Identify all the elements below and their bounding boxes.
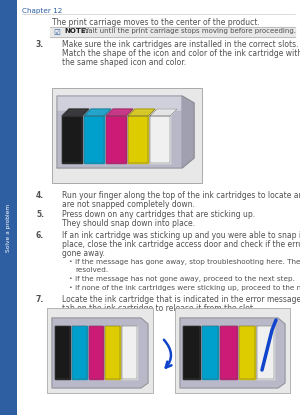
Bar (52, 88, 202, 183)
Bar (0, 0, 17, 415)
Polygon shape (180, 318, 285, 388)
Text: Chapter 12: Chapter 12 (22, 8, 62, 14)
Polygon shape (150, 116, 170, 163)
Polygon shape (150, 109, 177, 116)
Polygon shape (55, 326, 70, 379)
Text: 7.: 7. (36, 295, 44, 304)
Text: gone away.: gone away. (62, 249, 105, 258)
Polygon shape (220, 326, 237, 379)
Polygon shape (128, 116, 148, 163)
Text: 3.: 3. (36, 40, 44, 49)
Text: the same shaped icon and color.: the same shaped icon and color. (62, 58, 186, 67)
Polygon shape (105, 326, 120, 379)
Bar (47, 308, 153, 393)
Text: The print carriage moves to the center of the product.: The print carriage moves to the center o… (52, 18, 260, 27)
Polygon shape (88, 326, 104, 379)
Text: Wait until the print carriage stops moving before proceeding.: Wait until the print carriage stops movi… (82, 28, 296, 34)
Polygon shape (72, 326, 87, 379)
Text: •: • (68, 259, 72, 264)
Text: Run your finger along the top of the ink cartridges to locate any cartridges tha: Run your finger along the top of the ink… (62, 191, 300, 200)
Text: 4.: 4. (36, 191, 44, 200)
Text: 5.: 5. (36, 210, 44, 219)
Text: Press down on any cartridges that are sticking up.: Press down on any cartridges that are st… (62, 210, 255, 219)
Text: If none of the ink cartridges were sticking up, proceed to the next step.: If none of the ink cartridges were stick… (75, 285, 300, 291)
Polygon shape (202, 326, 218, 379)
Polygon shape (183, 326, 200, 379)
Text: NOTE:: NOTE: (64, 28, 88, 34)
Polygon shape (106, 109, 133, 116)
Text: 6.: 6. (36, 231, 44, 240)
Text: Match the shape of the icon and color of the ink cartridge with the slot that ha: Match the shape of the icon and color of… (62, 49, 300, 58)
Polygon shape (257, 326, 274, 379)
Text: ☑: ☑ (53, 28, 60, 37)
Text: Locate the ink cartridge that is indicated in the error message, and then press : Locate the ink cartridge that is indicat… (62, 295, 300, 304)
Bar (175, 308, 290, 393)
Polygon shape (57, 96, 194, 168)
Polygon shape (62, 116, 82, 163)
Polygon shape (57, 96, 194, 118)
Polygon shape (52, 318, 148, 388)
Text: •: • (68, 276, 72, 281)
Polygon shape (182, 96, 194, 168)
Polygon shape (84, 116, 104, 163)
Polygon shape (239, 326, 255, 379)
Text: If an ink cartridge was sticking up and you were able to snap it back down into: If an ink cartridge was sticking up and … (62, 231, 300, 240)
Text: resolved.: resolved. (75, 267, 108, 273)
Text: They should snap down into place.: They should snap down into place. (62, 219, 195, 228)
Polygon shape (106, 116, 126, 163)
Text: tab on the ink cartridge to release it from the slot.: tab on the ink cartridge to release it f… (62, 304, 255, 313)
Polygon shape (122, 326, 137, 379)
Text: •: • (68, 285, 72, 290)
Text: If the message has not gone away, proceed to the next step.: If the message has not gone away, procee… (75, 276, 295, 282)
Text: Solve a problem: Solve a problem (6, 204, 11, 252)
Polygon shape (62, 109, 89, 116)
Text: are not snapped completely down.: are not snapped completely down. (62, 200, 195, 209)
Text: place, close the ink cartridge access door and check if the error message has: place, close the ink cartridge access do… (62, 240, 300, 249)
Polygon shape (84, 109, 111, 116)
Polygon shape (128, 109, 155, 116)
Text: Make sure the ink cartridges are installed in the correct slots.: Make sure the ink cartridges are install… (62, 40, 298, 49)
Text: If the message has gone away, stop troubleshooting here. The error has been: If the message has gone away, stop troub… (75, 259, 300, 265)
